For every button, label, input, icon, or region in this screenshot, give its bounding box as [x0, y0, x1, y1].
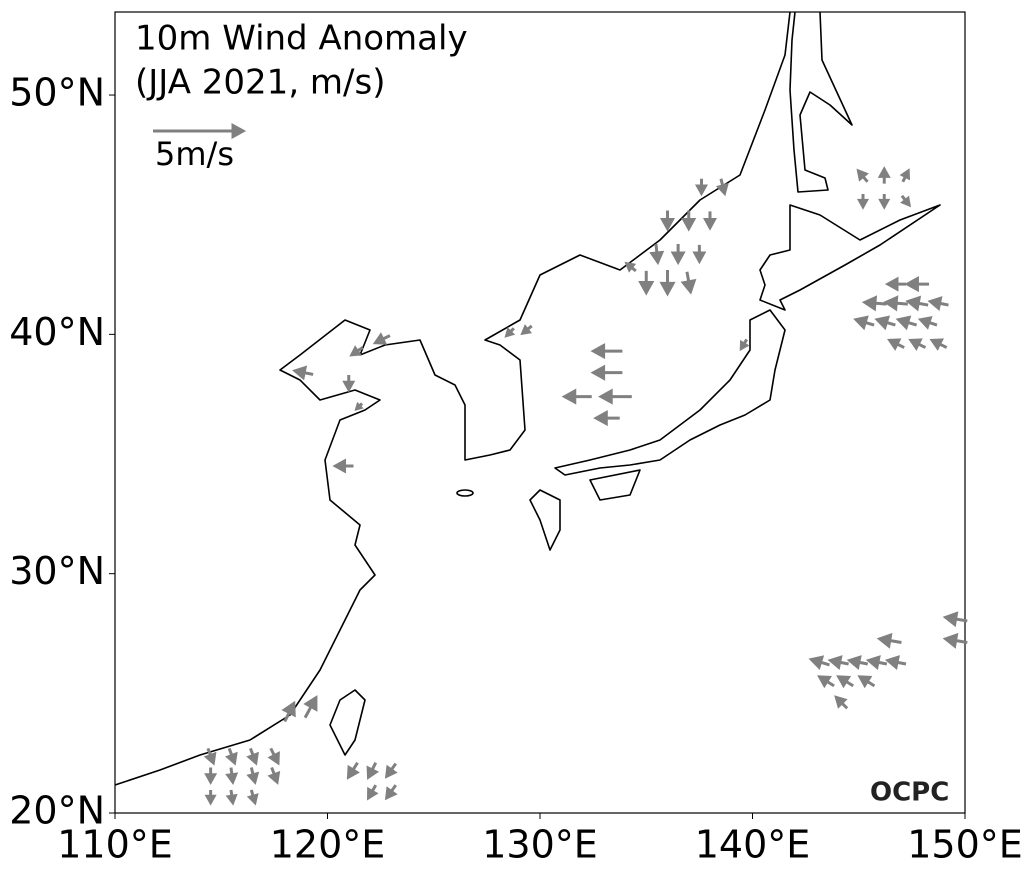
logo: OCPC	[870, 778, 949, 808]
wind-vector	[942, 632, 968, 649]
wind-vector	[695, 178, 708, 197]
wind-vector	[204, 767, 218, 786]
coastline-jeju	[456, 489, 474, 497]
y-tick-label: 40°N	[9, 310, 105, 354]
wind-vector	[692, 244, 707, 265]
y-tick-label: 20°N	[9, 789, 105, 833]
wind-vector	[590, 364, 623, 381]
wind-vector	[857, 675, 876, 689]
wind-vector	[246, 789, 259, 806]
wind-vector	[561, 388, 592, 405]
wind-vector	[346, 761, 360, 780]
coastline-mainland	[114, 11, 791, 786]
wind-vector	[895, 315, 918, 331]
wind-vector	[834, 695, 849, 710]
map-title: 10m Wind Anomaly	[135, 19, 468, 59]
coastline-honshu	[554, 309, 786, 476]
wind-vector	[225, 747, 238, 766]
wind-vector	[878, 194, 891, 210]
wind-vector	[874, 315, 896, 331]
wind-vector	[203, 747, 217, 766]
wind-vector	[303, 695, 318, 719]
wind-vector	[905, 295, 929, 312]
wind-vector	[267, 747, 280, 766]
wind-vector	[366, 762, 380, 780]
wind-vector	[204, 789, 217, 806]
wind-vector	[876, 632, 902, 649]
wind-vector	[739, 338, 750, 352]
wind-vector	[856, 194, 870, 210]
wind-vector	[703, 211, 717, 231]
wind-vector	[590, 343, 623, 360]
wind-vector	[292, 365, 314, 381]
wind-vector	[929, 338, 948, 351]
wind-vector	[942, 611, 968, 628]
wind-vector	[384, 784, 398, 801]
wind-vector	[917, 316, 938, 330]
wind-vector	[659, 270, 676, 297]
wind-vector	[817, 675, 835, 689]
map-subtitle: (JJA 2021, m/s)	[135, 63, 385, 103]
wind-vector	[520, 324, 533, 336]
wind-vector	[899, 168, 911, 183]
coastlines	[114, 11, 941, 786]
coastline-shikoku	[589, 469, 641, 501]
wind-vector	[908, 338, 927, 351]
wind-vector	[372, 332, 391, 345]
reference-arrow	[153, 122, 247, 140]
wind-vector	[904, 276, 930, 293]
wind-vector	[680, 271, 697, 295]
wind-vector	[861, 295, 887, 312]
wind-vector	[865, 655, 888, 670]
y-tick-label: 50°N	[9, 71, 105, 115]
wind-vector	[332, 458, 354, 474]
wind-vector	[827, 655, 849, 670]
wind-vector	[883, 295, 908, 312]
wind-vector	[670, 243, 686, 266]
wind-vector	[649, 243, 665, 266]
wind-vector	[856, 168, 869, 183]
wind-vector	[366, 784, 379, 801]
x-tick-label: 140°E	[695, 823, 811, 867]
wind-vector	[808, 655, 830, 671]
wind-vector	[246, 767, 260, 785]
wind-vector	[225, 789, 238, 806]
wind-vector	[884, 655, 907, 670]
wind-vector	[853, 315, 875, 331]
coastline-taiwan	[329, 689, 366, 756]
wind-vector	[598, 388, 632, 405]
wind-vector	[354, 401, 364, 412]
wind-vector	[927, 296, 949, 311]
wind-vector	[624, 261, 637, 273]
wind-vector	[384, 762, 398, 779]
y-tick-label: 30°N	[9, 549, 105, 593]
wind-vector	[681, 210, 697, 232]
wind-vector	[877, 166, 891, 184]
x-tick-label: 130°E	[482, 823, 598, 867]
wind-vector	[281, 700, 296, 723]
wind-vector	[246, 747, 259, 766]
wind-vector	[593, 410, 620, 427]
wind-vector	[836, 675, 854, 689]
x-tick-label: 120°E	[270, 823, 386, 867]
wind-vector	[225, 767, 239, 785]
wind-vector	[638, 270, 655, 296]
wind-vector	[504, 327, 516, 338]
wind-vector	[715, 178, 729, 197]
wind-vector	[267, 766, 281, 785]
coastline-sakhalin	[789, 11, 853, 193]
x-tick-label: 150°E	[907, 823, 1023, 867]
reference-label: 5m/s	[155, 135, 234, 173]
coastline-kyushu	[529, 489, 561, 551]
wind-vector	[342, 375, 356, 393]
wind-vector	[660, 210, 675, 232]
x-tick-label: 110°E	[57, 823, 173, 867]
wind-vector	[349, 345, 364, 357]
wind-vector	[900, 194, 912, 208]
coastline-hokkaido	[759, 204, 941, 311]
wind-vector	[846, 655, 869, 670]
wind-vector	[887, 338, 905, 351]
